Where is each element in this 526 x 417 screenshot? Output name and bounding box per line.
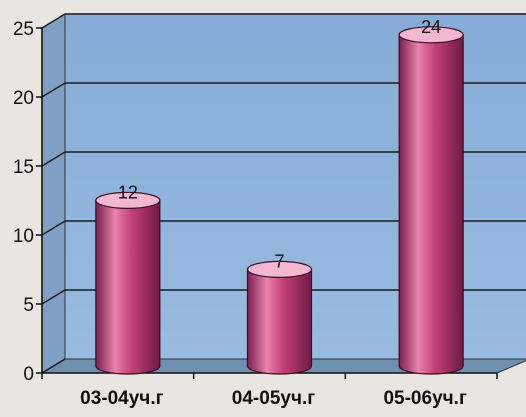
gridline-depth <box>41 358 66 374</box>
bar: 24 <box>398 17 464 375</box>
side-wall <box>41 13 66 374</box>
y-tick-label: 25 <box>13 19 34 40</box>
x-tick-label: 05-06уч.г <box>383 388 466 409</box>
gridline-depth <box>41 220 66 236</box>
data-label: 7 <box>274 251 284 271</box>
bars: 12 7 24 <box>95 17 464 375</box>
gridline-depth <box>41 13 66 29</box>
y-tick-label: 10 <box>13 226 34 247</box>
data-label: 12 <box>118 182 138 202</box>
bar-top <box>95 191 161 209</box>
bar: 7 <box>246 251 313 375</box>
gridline-depth <box>41 151 66 167</box>
bar-body <box>398 34 464 375</box>
x-axis-labels: 03-04уч.г 04-05уч.г 05-06уч.г <box>80 388 467 409</box>
y-tick-label: 20 <box>13 88 34 109</box>
y-tick-label: 5 <box>23 295 34 316</box>
x-tick-label: 03-04уч.г <box>80 388 163 409</box>
gridline-depth <box>41 289 66 305</box>
bar-body <box>95 199 161 375</box>
data-label: 24 <box>421 17 441 37</box>
bar-body <box>246 268 313 375</box>
bar-top <box>398 26 464 44</box>
bar: 12 <box>95 182 161 375</box>
y-tick-label: 15 <box>13 157 34 178</box>
y-tick-label: 0 <box>23 364 34 385</box>
x-tick-label: 04-05уч.г <box>232 388 315 409</box>
gridline-depth <box>41 82 66 98</box>
bar-top <box>246 260 313 278</box>
